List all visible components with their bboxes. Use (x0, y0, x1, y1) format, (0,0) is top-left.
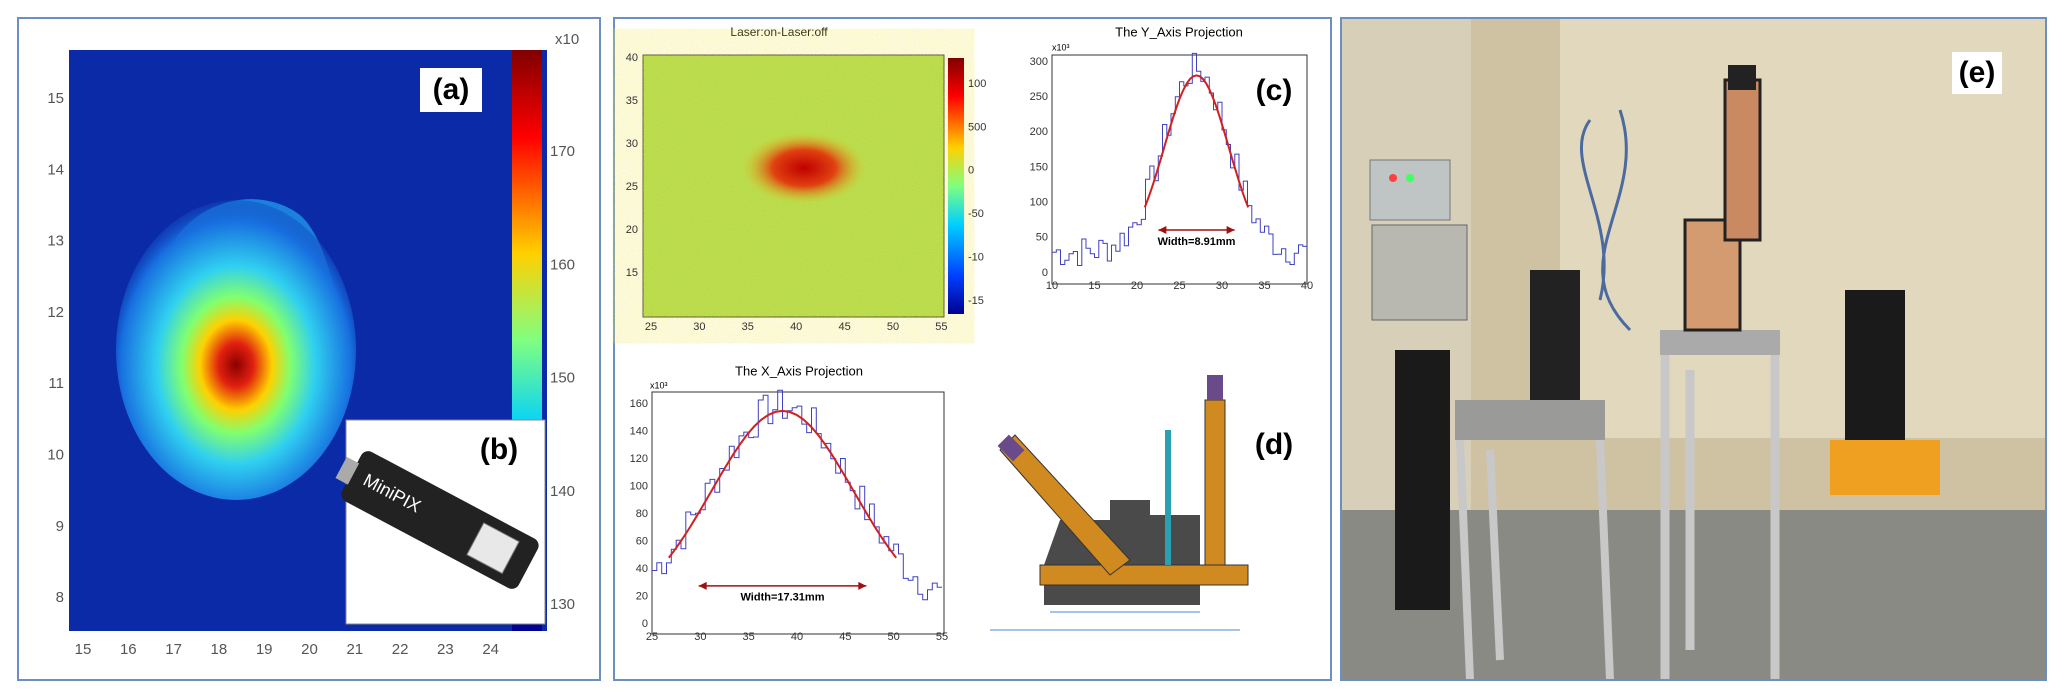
x-tick-label: 18 (211, 641, 228, 658)
fit-curve (1143, 74, 1250, 208)
x-tick-label: 24 (482, 641, 499, 658)
y-tick-label: 0 (1042, 267, 1048, 279)
x-tick-label: 17 (165, 641, 182, 658)
x-tick-label: 25 (646, 631, 658, 643)
x-tick-label: 30 (1216, 280, 1228, 292)
y-tick-label: 300 (1030, 56, 1048, 68)
x-tick-label: 35 (743, 631, 755, 643)
x-tick-label: 55 (936, 631, 948, 643)
y-tick-label: 13 (47, 233, 64, 250)
y-tick-label: 100 (630, 480, 648, 492)
colorbar (948, 58, 964, 314)
y-tick-label: 160 (630, 398, 648, 410)
heatmap-peak (116, 200, 356, 500)
y-tick-label: 140 (630, 425, 648, 437)
x-tick-label: 45 (838, 321, 850, 333)
colorbar-tick-label: 150 (550, 370, 575, 387)
y-tick-label: 20 (636, 590, 648, 602)
y-tick-label: 12 (47, 304, 64, 321)
y-tick-label: 14 (47, 161, 64, 178)
y-tick-label: 10 (47, 446, 64, 463)
histogram (1052, 52, 1307, 266)
x-tick-label: 40 (790, 321, 802, 333)
y-tick-label: 15 (47, 90, 64, 107)
fit-curve (667, 409, 898, 559)
device: MiniPIX (335, 451, 539, 589)
colorbar-tick-label: 500 (968, 121, 986, 133)
photo (1341, 18, 2046, 681)
label-box (420, 68, 482, 112)
diagram (990, 375, 1249, 631)
arrow-head (1158, 225, 1235, 234)
y-tick-label: 35 (626, 95, 638, 107)
panel-label: (c) (1256, 74, 1293, 107)
x-tick-label: 35 (742, 321, 754, 333)
y-tick-label: 25 (626, 181, 638, 193)
heatmap-spot (742, 132, 866, 204)
colorbar-exponent: x10 (555, 31, 579, 48)
x-tick-label: 40 (791, 631, 803, 643)
x-tick-label: 30 (694, 631, 706, 643)
y-tick-label: 9 (56, 518, 64, 535)
colorbar-tick-label: 130 (550, 596, 575, 613)
colorbar-tick-label: 100 (968, 78, 986, 90)
y-tick-label: 40 (636, 563, 648, 575)
x-tick-label: 40 (1301, 280, 1313, 292)
axis-exponent: x10³ (1052, 42, 1070, 52)
x-tick-label: 35 (1258, 280, 1270, 292)
x-tick-label: 15 (75, 641, 92, 658)
x-tick-label: 16 (120, 641, 137, 658)
x-tick-label: 50 (887, 321, 899, 333)
y-tick-label: 80 (636, 508, 648, 520)
panel-label: (a) (433, 73, 470, 106)
x-tick-label: 10 (1046, 280, 1058, 292)
y-tick-label: 150 (1030, 161, 1048, 173)
x-tick-label: 45 (839, 631, 851, 643)
y-tick-label: 200 (1030, 126, 1048, 138)
plot-title: Laser:on-Laser:off (730, 25, 828, 39)
colorbar-tick-label: 140 (550, 483, 575, 500)
x-tick-label: 30 (693, 321, 705, 333)
y-tick-label: 40 (626, 52, 638, 64)
panel-frame (1340, 17, 2047, 681)
x-tick-label: 23 (437, 641, 454, 658)
y-tick-label: 15 (626, 267, 638, 279)
panel-label: (d) (1255, 428, 1293, 461)
panel-label: (e) (1959, 56, 1996, 89)
y-tick-label: 20 (626, 224, 638, 236)
panel-label: (b) (480, 433, 518, 466)
x-tick-label: 25 (1173, 280, 1185, 292)
x-tick-label: 25 (645, 321, 657, 333)
plot-title: The X_Axis Projection (735, 363, 863, 378)
colorbar-tick-label: -10 (968, 252, 984, 264)
y-tick-label: 120 (630, 453, 648, 465)
y-tick-label: 50 (1036, 232, 1048, 244)
x-tick-label: 22 (392, 641, 409, 658)
x-tick-label: 50 (888, 631, 900, 643)
colorbar-tick-label: 0 (968, 165, 974, 177)
x-tick-label: 20 (301, 641, 318, 658)
y-tick-label: 0 (642, 618, 648, 630)
colorbar-tick-label: -50 (968, 208, 984, 220)
x-tick-label: 21 (346, 641, 363, 658)
annotation: Width=8.91mm (1158, 236, 1236, 248)
y-tick-label: 60 (636, 535, 648, 547)
y-tick-label: 8 (56, 589, 64, 606)
colorbar-tick-label: 160 (550, 256, 575, 273)
y-tick-label: 11 (48, 375, 64, 392)
colorbar-tick-label: -15 (968, 295, 984, 307)
axis-exponent: x10³ (650, 380, 668, 390)
label-box (1952, 52, 2002, 94)
x-tick-label: 19 (256, 641, 273, 658)
y-tick-label: 250 (1030, 91, 1048, 103)
plot-title: The Y_Axis Projection (1115, 24, 1243, 39)
x-tick-label: 55 (935, 321, 947, 333)
annotation: Width=17.31mm (741, 592, 825, 604)
x-tick-label: 20 (1131, 280, 1143, 292)
x-tick-label: 15 (1088, 280, 1100, 292)
y-tick-label: 30 (626, 138, 638, 150)
colorbar-tick-label: 170 (550, 143, 575, 160)
y-tick-label: 100 (1030, 197, 1048, 209)
